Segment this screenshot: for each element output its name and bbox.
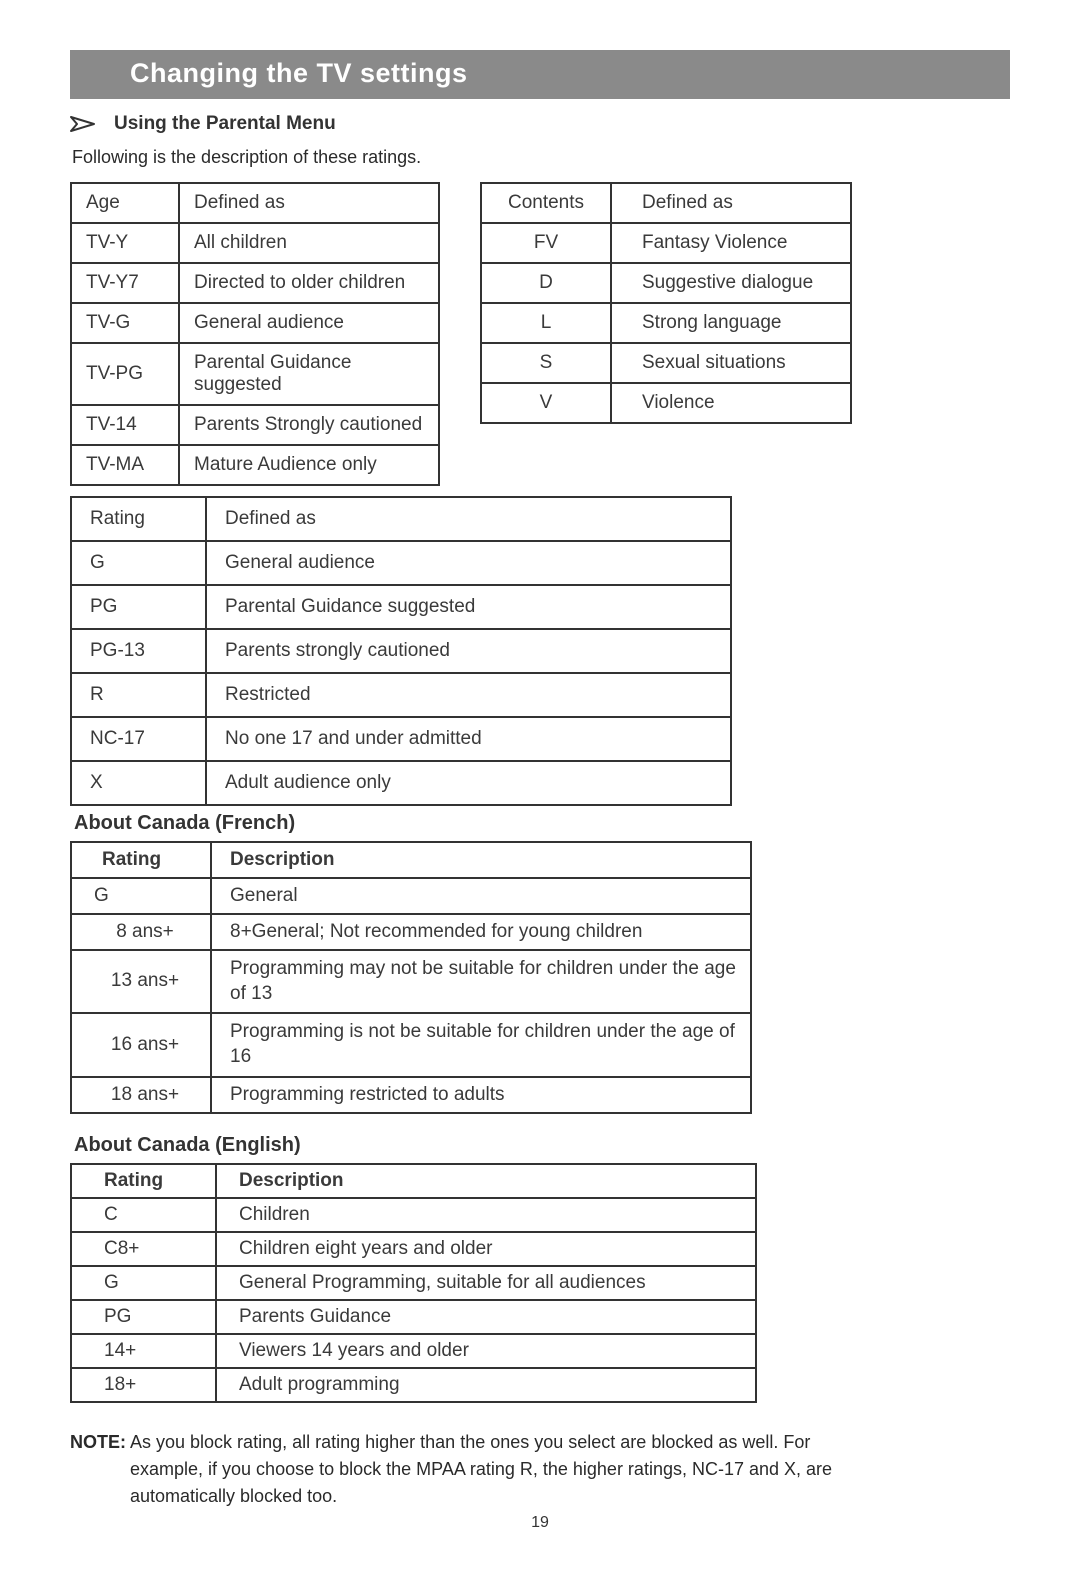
table-row: LStrong language (481, 303, 851, 343)
table-row: Contents Defined as (481, 183, 851, 223)
header-cell: Rating (71, 497, 206, 541)
header-cell: Rating (71, 1164, 216, 1198)
table-row: TV-Y7Directed to older children (71, 263, 439, 303)
age-table: Age Defined as TV-YAll children TV-Y7Dir… (70, 182, 440, 486)
arrow-icon (70, 115, 100, 133)
note-line: As you block rating, all rating higher t… (126, 1432, 810, 1452)
table-row: RRestricted (71, 673, 731, 717)
table-row: DSuggestive dialogue (481, 263, 851, 303)
page-number: 19 (70, 1514, 1010, 1532)
table-row: TV-14Parents Strongly cautioned (71, 405, 439, 445)
contents-table: Contents Defined as FVFantasy Violence D… (480, 182, 852, 424)
header-cell: Description (211, 842, 751, 878)
header-cell: Age (71, 183, 179, 223)
table-row: GGeneral audience (71, 541, 731, 585)
note-label: NOTE: (70, 1432, 126, 1452)
table-row: 13 ans+Programming may not be suitable f… (71, 950, 751, 1013)
table-row: TV-PGParental Guidance suggested (71, 343, 439, 405)
table-row: Rating Description (71, 1164, 756, 1198)
table-row: 18 ans+Programming restricted to adults (71, 1077, 751, 1113)
mpaa-table: Rating Defined as GGeneral audience PGPa… (70, 496, 732, 806)
table-row: 16 ans+Programming is not be suitable fo… (71, 1013, 751, 1076)
table-row: GGeneral Programming, suitable for all a… (71, 1266, 756, 1300)
table-row: PGParental Guidance suggested (71, 585, 731, 629)
canada-english-table: Rating Description CChildren C8+Children… (70, 1163, 757, 1403)
note-line: example, if you choose to block the MPAA… (70, 1456, 1010, 1483)
table-row: 14+Viewers 14 years and older (71, 1334, 756, 1368)
table-row: CChildren (71, 1198, 756, 1232)
table-row: TV-GGeneral audience (71, 303, 439, 343)
note-block: NOTE: As you block rating, all rating hi… (70, 1429, 1010, 1510)
canada-english-head: About Canada (English) (74, 1134, 1010, 1157)
table-row: Rating Description (71, 842, 751, 878)
intro-text: Following is the description of these ra… (72, 147, 1010, 168)
table-row: XAdult audience only (71, 761, 731, 805)
subtitle: Using the Parental Menu (114, 113, 336, 135)
subtitle-row: Using the Parental Menu (70, 113, 1010, 135)
table-row: FVFantasy Violence (481, 223, 851, 263)
table-row: VViolence (481, 383, 851, 423)
table-row: 18+Adult programming (71, 1368, 756, 1402)
header-cell: Rating (71, 842, 211, 878)
header-cell: Description (216, 1164, 756, 1198)
table-row: NC-17No one 17 and under admitted (71, 717, 731, 761)
table-row: PG-13Parents strongly cautioned (71, 629, 731, 673)
table-row: Age Defined as (71, 183, 439, 223)
title-bar: Changing the TV settings (70, 50, 1010, 99)
header-cell: Defined as (611, 183, 851, 223)
table-row: SSexual situations (481, 343, 851, 383)
header-cell: Defined as (179, 183, 439, 223)
canada-french-table: Rating Description GGeneral 8 ans+8+Gene… (70, 841, 752, 1114)
header-cell: Defined as (206, 497, 731, 541)
table-row: 8 ans+8+General; Not recommended for you… (71, 914, 751, 950)
table-row: GGeneral (71, 878, 751, 914)
table-row: C8+Children eight years and older (71, 1232, 756, 1266)
note-line: automatically blocked too. (70, 1483, 1010, 1510)
canada-french-head: About Canada (French) (74, 812, 1010, 835)
table-row: TV-MAMature Audience only (71, 445, 439, 485)
header-cell: Contents (481, 183, 611, 223)
table-row: PGParents Guidance (71, 1300, 756, 1334)
table-row: TV-YAll children (71, 223, 439, 263)
table-row: Rating Defined as (71, 497, 731, 541)
